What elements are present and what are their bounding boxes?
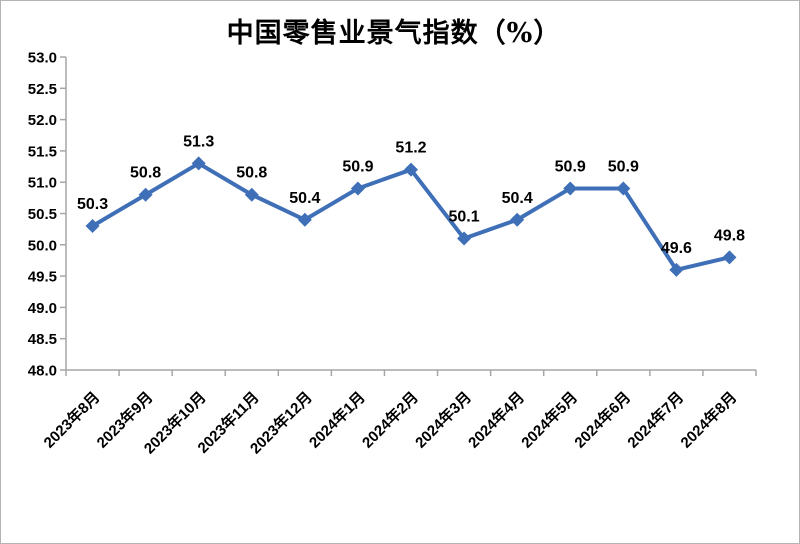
data-point-marker	[138, 187, 153, 202]
x-tick-label: 2024年6月	[571, 388, 634, 451]
data-point-marker	[350, 181, 365, 196]
y-tick-label: 51.0	[28, 175, 57, 192]
data-point-label: 50.9	[555, 158, 586, 175]
data-point-marker	[85, 219, 100, 234]
data-point-label: 50.4	[502, 190, 533, 207]
x-tick-label: 2024年2月	[358, 388, 421, 451]
data-point-label: 50.8	[236, 165, 267, 182]
x-tick-label: 2024年7月	[624, 388, 687, 451]
data-point-label: 50.8	[130, 165, 161, 182]
y-tick-label: 49.0	[28, 300, 57, 317]
data-point-marker	[244, 187, 259, 202]
y-tick-label: 50.5	[28, 206, 57, 223]
data-point-label: 51.2	[395, 140, 426, 157]
data-point-label: 51.3	[183, 133, 214, 150]
data-point-marker	[457, 231, 472, 246]
y-tick-label: 53.0	[28, 50, 57, 67]
series-line	[90, 161, 732, 272]
x-tick-label: 2024年3月	[411, 388, 474, 451]
x-tick-label: 2024年4月	[465, 388, 528, 451]
data-point-label: 50.3	[77, 196, 108, 213]
y-tick-label: 51.5	[28, 143, 57, 160]
y-tick-label: 49.5	[28, 269, 57, 286]
y-tick-label: 48.0	[28, 363, 57, 380]
data-point-marker	[669, 262, 684, 277]
data-point-marker	[563, 181, 578, 196]
data-point-label: 50.1	[449, 209, 480, 226]
data-point-label: 50.4	[289, 190, 320, 207]
data-point-marker	[191, 156, 206, 171]
data-point-marker	[297, 212, 312, 227]
y-tick-label: 52.0	[28, 112, 57, 129]
x-tick-label: 2024年5月	[518, 388, 581, 451]
y-tick-label: 50.0	[28, 237, 57, 254]
x-tick-label: 2024年8月	[677, 388, 740, 451]
data-point-label: 49.8	[714, 227, 745, 244]
data-point-marker	[722, 250, 737, 265]
chart-title: 中国零售业景气指数（%）	[226, 18, 562, 49]
y-tick-label: 52.5	[28, 81, 57, 98]
data-point-label: 50.9	[342, 158, 373, 175]
data-point-label: 49.6	[661, 240, 692, 257]
x-tick-label: 2023年8月	[40, 388, 103, 451]
data-point-marker	[616, 181, 631, 196]
data-point-marker	[510, 212, 525, 227]
y-tick-label: 48.5	[28, 331, 57, 348]
data-point-label: 50.9	[608, 158, 639, 175]
x-tick-label: 2024年1月	[305, 388, 368, 451]
data-point-marker	[404, 162, 418, 177]
